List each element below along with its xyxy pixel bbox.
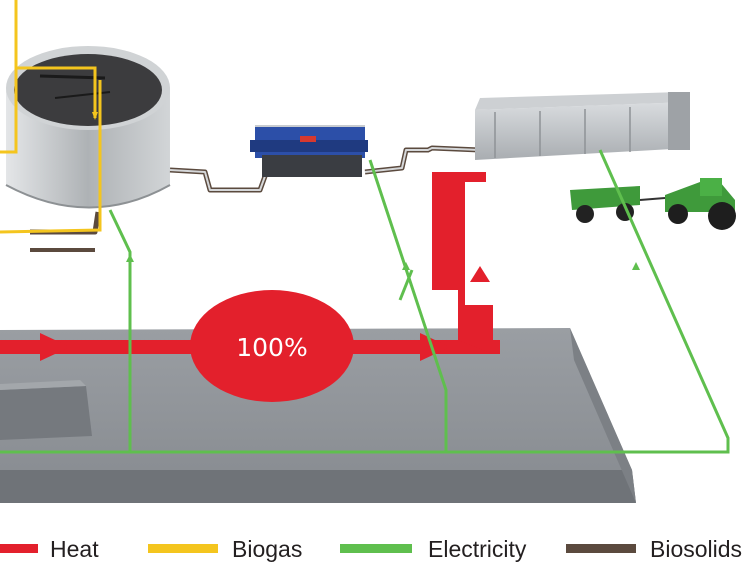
legend: Heat Biogas Electricity Biosolids <box>0 530 747 565</box>
legend-swatch-biogas <box>148 544 218 553</box>
center-percentage: 100% <box>236 333 307 362</box>
belt-press <box>250 125 368 177</box>
legend-label-heat: Heat <box>50 536 99 562</box>
legend-swatch-electricity <box>340 544 412 553</box>
heat-output-circle <box>190 290 354 402</box>
legend-swatch-biosolids <box>566 544 636 553</box>
tractor-trailer <box>570 178 736 230</box>
digester-tank <box>5 46 171 209</box>
legend-label-biosolids: Biosolids <box>650 536 743 562</box>
legend-label-biogas: Biogas <box>232 536 303 562</box>
legend-label-electricity: Electricity <box>428 536 527 562</box>
electricity-network <box>0 149 730 454</box>
ground-platform <box>0 328 636 503</box>
equipment-block <box>0 380 92 440</box>
legend-swatch-heat <box>0 544 38 553</box>
biogas-line <box>0 0 102 234</box>
heat-flow: 100% <box>0 172 500 402</box>
dryer-unit <box>475 92 690 160</box>
